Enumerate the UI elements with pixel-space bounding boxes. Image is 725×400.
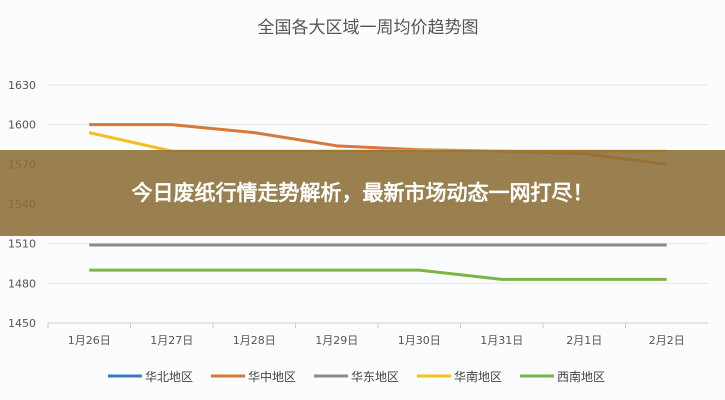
legend-label: 华南地区	[454, 369, 502, 384]
y-tick-label: 1480	[8, 277, 36, 290]
y-tick-label: 1600	[8, 119, 36, 132]
x-tick-label: 1月29日	[315, 334, 358, 347]
x-tick-label: 1月27日	[150, 334, 193, 347]
legend-label: 西南地区	[557, 369, 605, 384]
x-tick-label: 2月2日	[649, 334, 685, 347]
headline-banner: 今日废纸行情走势解析，最新市场动态一网打尽！	[0, 150, 725, 236]
chart-title: 全国各大区域一周均价趋势图	[258, 18, 479, 38]
x-tick-label: 2月1日	[566, 334, 602, 347]
y-tick-label: 1630	[8, 79, 36, 92]
y-tick-label: 1450	[8, 317, 36, 330]
headline-text: 今日废纸行情走势解析，最新市场动态一网打尽！	[131, 180, 594, 205]
legend-label: 华中地区	[248, 369, 296, 384]
x-tick-label: 1月31日	[480, 334, 523, 347]
legend-label: 华东地区	[351, 370, 399, 384]
x-tick-label: 1月28日	[233, 334, 276, 347]
y-tick-label: 1510	[8, 238, 36, 251]
legend-label: 华北地区	[145, 370, 193, 384]
x-tick-label: 1月26日	[68, 334, 111, 347]
series-line	[89, 268, 667, 281]
x-tick-label: 1月30日	[398, 334, 441, 347]
